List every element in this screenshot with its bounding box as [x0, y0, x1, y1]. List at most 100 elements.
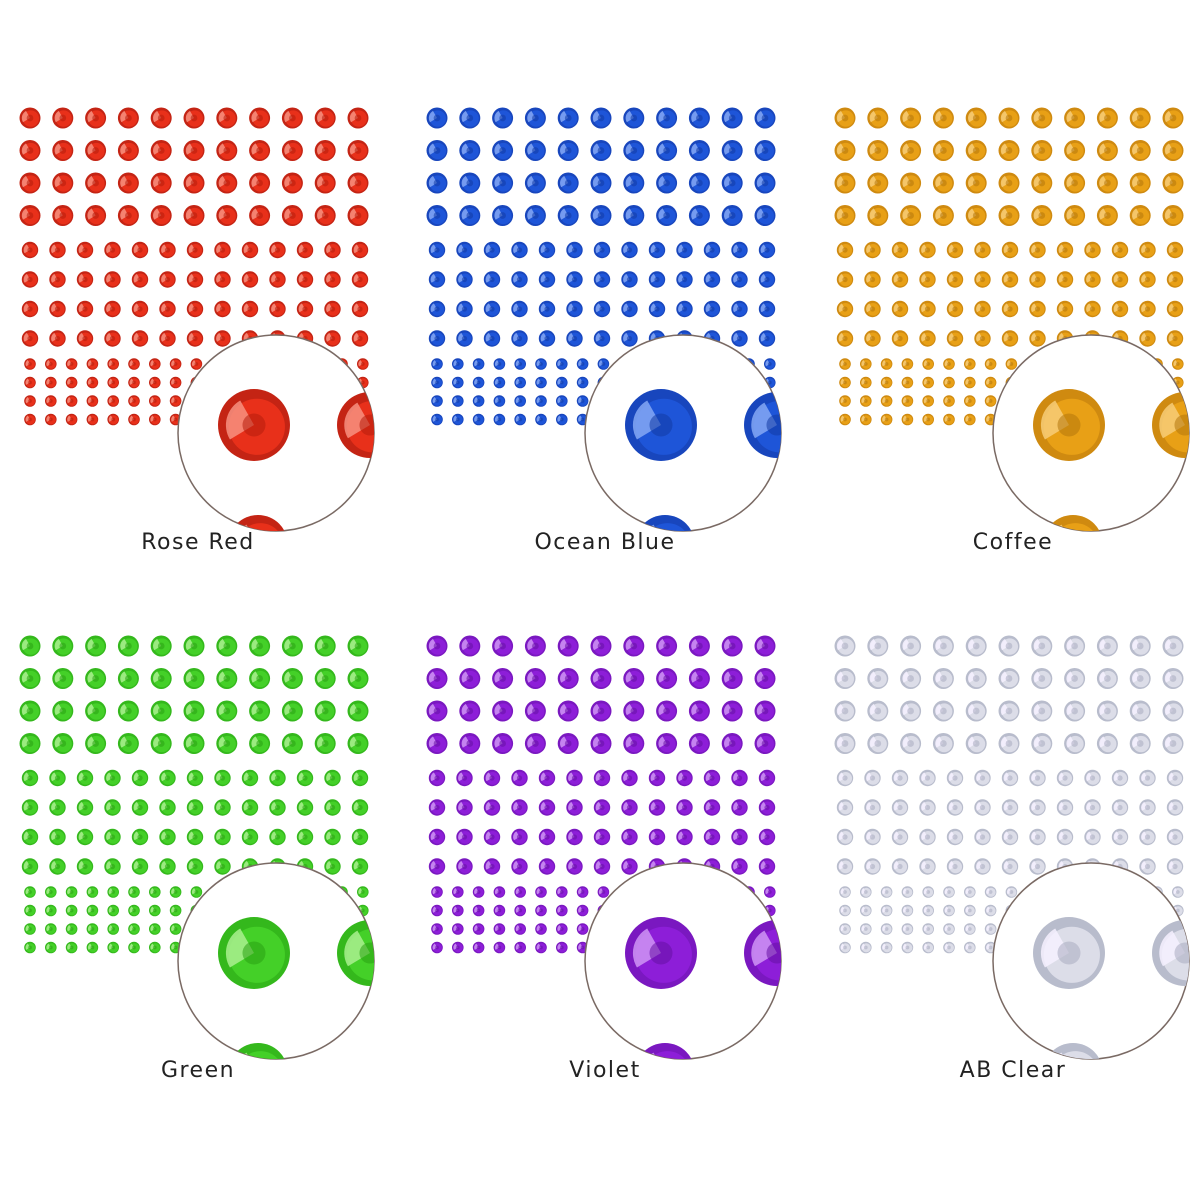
rhinestone	[24, 923, 36, 935]
rhinestone	[535, 886, 547, 898]
rhinestone	[1162, 733, 1184, 754]
rhinestone	[590, 668, 612, 689]
rhinestone	[186, 241, 204, 259]
rhinestone	[169, 376, 182, 389]
rhinestone	[216, 668, 238, 689]
rhinestone	[52, 668, 74, 689]
rhinestone	[76, 828, 94, 846]
rhinestone	[731, 828, 748, 846]
rhinestone	[131, 858, 149, 875]
rhinestone	[676, 769, 693, 787]
rhinestone	[867, 700, 889, 722]
rhinestone	[493, 358, 506, 370]
rhinestone	[131, 330, 149, 347]
rhinestone	[150, 107, 172, 129]
magnifier-circle	[177, 334, 375, 532]
rhinestone	[456, 769, 473, 787]
rhinestone	[867, 140, 889, 161]
rhinestone	[891, 330, 909, 347]
rhinestone	[324, 330, 341, 347]
rhinestone	[514, 886, 526, 898]
rhinestone	[839, 904, 851, 917]
rhinestone	[149, 904, 161, 917]
rhinestone	[456, 241, 473, 259]
rhinestone	[556, 413, 568, 426]
rhinestone	[1129, 140, 1151, 161]
rhinestone	[351, 271, 369, 288]
rhinestone	[984, 395, 997, 407]
rhinestone	[347, 172, 369, 194]
rhinestone	[919, 271, 936, 288]
rhinestone	[576, 395, 589, 407]
rhinestone	[190, 358, 203, 370]
rhinestone	[524, 172, 546, 194]
rhinestone	[648, 300, 666, 318]
rhinestone	[891, 300, 909, 318]
rhinestone	[281, 172, 303, 194]
rhinestone	[1084, 799, 1101, 816]
rhinestone	[511, 271, 528, 288]
swatch-coffee: Coffee	[833, 100, 1193, 570]
rhinestone	[314, 140, 336, 161]
rhinestone	[281, 700, 303, 722]
rhinestone	[524, 668, 546, 689]
rhinestone	[472, 376, 485, 389]
rhinestone	[538, 828, 556, 846]
rhinestone	[566, 300, 583, 318]
rhinestone	[483, 241, 501, 259]
rhinestone	[964, 395, 976, 407]
rhinestone	[459, 172, 481, 194]
color-label: Violet	[569, 1058, 641, 1083]
rhinestone	[524, 107, 546, 129]
swatch-green: Green	[18, 628, 378, 1098]
rhinestone	[19, 172, 41, 194]
rhinestone	[19, 635, 41, 657]
zoomed-rhinestone	[744, 392, 781, 458]
rhinestone	[183, 107, 205, 129]
rhinestone	[1084, 241, 1101, 259]
rhinestone	[65, 395, 78, 407]
rhinestone	[998, 205, 1020, 226]
rhinestone	[19, 668, 41, 689]
rhinestone	[1111, 241, 1129, 259]
rhinestone	[452, 376, 464, 389]
rhinestone	[431, 358, 443, 370]
rhinestone	[183, 700, 205, 722]
rhinestone	[648, 799, 666, 816]
rhinestone	[834, 700, 856, 722]
rhinestone	[186, 799, 204, 816]
rhinestone	[1001, 769, 1019, 787]
rhinestone	[493, 413, 506, 426]
rhinestone	[566, 858, 583, 875]
rhinestone	[880, 904, 893, 917]
rhinestone	[249, 700, 271, 722]
rhinestone	[514, 358, 526, 370]
rhinestone	[86, 413, 99, 426]
rhinestone	[483, 799, 501, 816]
rhinestone	[880, 923, 893, 935]
rhinestone	[576, 886, 589, 898]
rhinestone	[347, 635, 369, 657]
rhinestone	[472, 413, 485, 426]
rhinestone	[431, 413, 443, 426]
rhinestone	[1096, 140, 1118, 161]
rhinestone	[459, 140, 481, 161]
rhinestone	[597, 358, 610, 370]
rhinestone	[21, 858, 39, 875]
rhinestone	[428, 828, 446, 846]
rhinestone	[269, 769, 286, 787]
rhinestone	[964, 923, 976, 935]
rhinestone	[428, 799, 446, 816]
rhinestone	[149, 413, 161, 426]
rhinestone	[834, 635, 856, 657]
rhinestone	[52, 205, 74, 226]
rhinestone	[965, 140, 987, 161]
rhinestone	[19, 733, 41, 754]
rhinestone	[76, 858, 94, 875]
rhinestone	[426, 172, 448, 194]
rhinestone	[919, 828, 936, 846]
rhinestone	[688, 635, 710, 657]
rhinestone	[943, 358, 955, 370]
rhinestone	[974, 858, 991, 875]
rhinestone	[1029, 330, 1046, 347]
